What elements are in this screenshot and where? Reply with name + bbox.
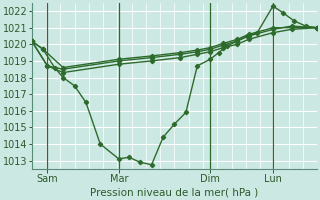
X-axis label: Pression niveau de la mer( hPa ): Pression niveau de la mer( hPa )	[90, 187, 259, 197]
